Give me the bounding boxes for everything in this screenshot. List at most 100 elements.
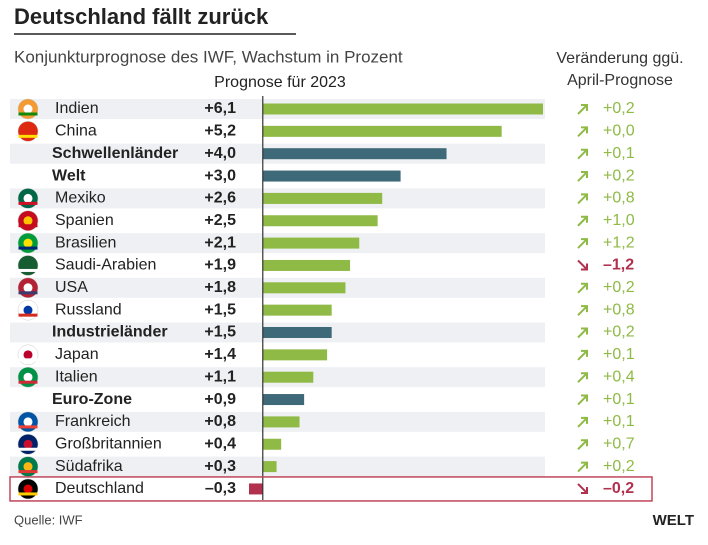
flag-center <box>23 484 33 494</box>
change-arrow <box>577 372 588 383</box>
column-header: Prognose für 2023 <box>214 74 346 91</box>
bar <box>262 259 351 271</box>
flag-band <box>18 112 38 116</box>
source: Quelle: IWF <box>14 512 83 527</box>
change-label: +0,1 <box>603 145 635 162</box>
change-arrow <box>577 193 588 205</box>
bar <box>262 461 277 473</box>
flag-band <box>18 425 38 429</box>
flag-center <box>23 238 33 248</box>
change-arrow <box>577 327 588 339</box>
change-arrow <box>577 282 588 294</box>
chart-title: Deutschland fällt zurück <box>14 4 269 29</box>
category-label: Welt <box>52 167 86 184</box>
flag-center <box>23 417 33 427</box>
value-label: +2,5 <box>204 212 236 229</box>
change-arrow <box>577 349 588 361</box>
change-arrow <box>577 171 588 182</box>
bar <box>262 394 305 406</box>
change-arrow <box>577 148 588 160</box>
flag-center <box>23 372 33 382</box>
bar <box>262 327 332 338</box>
value-label: +2,1 <box>204 234 236 251</box>
flag-band <box>18 291 38 295</box>
category-label: Japan <box>55 346 99 363</box>
change-label: +0,7 <box>603 435 635 452</box>
category-label: Schwellenländer <box>52 145 178 162</box>
value-label: +6,1 <box>204 100 236 117</box>
flag-band <box>18 224 38 228</box>
change-label: +0,2 <box>603 167 635 184</box>
change-label: +0,1 <box>603 413 635 430</box>
category-label: USA <box>55 279 88 296</box>
flag-band <box>18 358 38 362</box>
change-arrow <box>577 439 588 450</box>
value-label: +2,6 <box>204 190 236 207</box>
flag-band <box>18 470 38 474</box>
flag-center <box>23 193 33 203</box>
category-label: Indien <box>55 100 99 117</box>
change-label: +1,2 <box>603 234 635 251</box>
value-label: +0,3 <box>204 458 236 475</box>
value-label: +1,9 <box>204 257 236 274</box>
flag-band <box>18 246 38 250</box>
value-label: +0,4 <box>204 435 236 452</box>
flag-center <box>23 439 33 449</box>
value-label: +3,0 <box>204 167 236 184</box>
value-label: +0,8 <box>204 413 236 430</box>
change-arrow <box>577 126 588 138</box>
category-label: Deutschland <box>55 480 144 497</box>
change-label: –1,2 <box>603 257 634 274</box>
flag-center <box>23 305 33 315</box>
category-label: Brasilien <box>55 234 116 251</box>
bar <box>262 125 502 137</box>
change-label: –0,2 <box>603 480 634 497</box>
change-label: +0,1 <box>603 391 635 408</box>
category-label: Südafrika <box>55 458 123 475</box>
row-stripe <box>10 456 545 477</box>
value-label: +5,2 <box>204 123 236 140</box>
flag-center <box>23 350 33 360</box>
change-arrow <box>577 416 588 428</box>
change-label: +0,4 <box>603 368 635 385</box>
change-label: +0,1 <box>603 346 635 363</box>
value-label: +4,0 <box>204 145 236 162</box>
change-arrow <box>577 215 588 227</box>
bar <box>262 349 328 361</box>
bar <box>249 483 263 495</box>
value-label: +1,8 <box>204 279 236 296</box>
flag-band <box>18 201 38 205</box>
value-label: +1,5 <box>204 301 236 318</box>
flag-band <box>18 268 38 272</box>
change-arrow <box>577 305 588 316</box>
change-arrow <box>577 238 588 249</box>
change-label: +0,8 <box>603 301 635 318</box>
flag-center <box>23 104 33 114</box>
flag-center <box>23 260 33 270</box>
category-label: China <box>55 123 97 140</box>
bar <box>262 103 543 115</box>
change-label: +0,2 <box>603 100 635 117</box>
category-label: Saudi-Arabien <box>55 257 156 274</box>
bar <box>262 304 332 316</box>
category-label: Euro-Zone <box>52 391 132 408</box>
highlight-box <box>9 476 653 502</box>
value-label: –0,3 <box>205 480 236 497</box>
flag-center <box>23 283 33 293</box>
change-label: +0,8 <box>603 190 635 207</box>
change-label: +0,2 <box>603 324 635 341</box>
change-arrow <box>577 104 588 115</box>
bar <box>262 170 401 182</box>
category-label: Industrieländer <box>52 324 168 341</box>
flag-band <box>18 447 38 451</box>
flag-center <box>23 216 33 226</box>
value-label: +1,4 <box>204 346 236 363</box>
change-label: +0,2 <box>603 458 635 475</box>
bar <box>262 192 383 204</box>
category-label: Großbritannien <box>55 435 162 452</box>
flag-band <box>18 313 38 317</box>
category-label: Italien <box>55 368 98 385</box>
bar <box>262 416 300 428</box>
logo: WELT <box>653 512 694 529</box>
flag-center <box>23 126 33 136</box>
